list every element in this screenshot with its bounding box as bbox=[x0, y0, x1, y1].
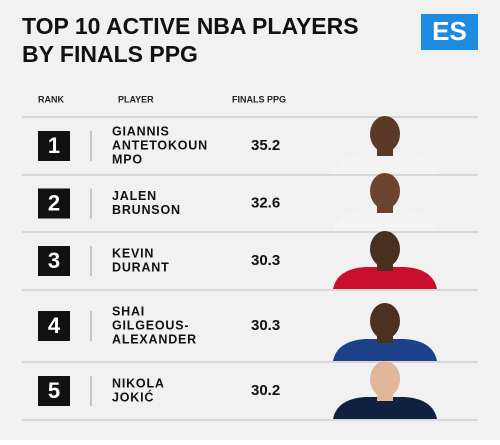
rank-box bbox=[38, 131, 70, 161]
title-line: TOP 10 ACTIVE NBA PLAYERS bbox=[22, 13, 359, 39]
rank: 1 bbox=[48, 133, 60, 158]
rank-box bbox=[38, 376, 70, 406]
player-name: DURANT bbox=[112, 260, 170, 274]
player-photo-body bbox=[333, 339, 437, 361]
player-name: ANTETOKOUN bbox=[112, 138, 208, 152]
rank: 3 bbox=[48, 248, 60, 273]
player-name: GIANNIS bbox=[112, 124, 170, 138]
player-name: SHAI bbox=[112, 304, 145, 318]
player-name: GILGEOUS- bbox=[112, 318, 189, 332]
ppg: 35.2 bbox=[251, 137, 280, 154]
ppg: 32.6 bbox=[251, 194, 280, 211]
player-photo-body bbox=[333, 267, 437, 289]
player-photo-body bbox=[333, 152, 437, 174]
ppg: 30.3 bbox=[251, 317, 280, 334]
player-name: NIKOLA bbox=[112, 376, 165, 390]
column-header: PLAYER bbox=[118, 94, 154, 104]
player-photo-head bbox=[370, 361, 400, 397]
ppg: 30.2 bbox=[251, 382, 280, 399]
player-photo-head bbox=[370, 116, 400, 152]
player-name: JALEN bbox=[112, 189, 157, 203]
logo-box bbox=[421, 14, 478, 50]
player-photo-body bbox=[333, 397, 437, 419]
rank-box bbox=[38, 311, 70, 341]
column-header: FINALS PPG bbox=[232, 94, 286, 104]
column-header: RANK bbox=[38, 94, 64, 104]
logo: ES bbox=[432, 16, 467, 46]
player-photo-body bbox=[333, 209, 437, 231]
rank-box bbox=[38, 188, 70, 219]
player-photo-head bbox=[370, 231, 400, 267]
rank-box bbox=[38, 246, 70, 276]
player-name: BRUNSON bbox=[112, 203, 181, 217]
title-line: BY FINALS PPG bbox=[22, 41, 198, 67]
player-name: ALEXANDER bbox=[112, 332, 197, 346]
player-name: KEVIN bbox=[112, 246, 154, 260]
ppg: 30.3 bbox=[251, 252, 280, 269]
rank: 4 bbox=[48, 313, 61, 338]
player-name: MPO bbox=[112, 152, 143, 166]
player-photo-head bbox=[370, 303, 400, 339]
player-photo-head bbox=[370, 173, 400, 209]
rank: 2 bbox=[48, 190, 60, 215]
rank: 5 bbox=[48, 378, 60, 403]
player-name: JOKIĆ bbox=[112, 389, 154, 404]
